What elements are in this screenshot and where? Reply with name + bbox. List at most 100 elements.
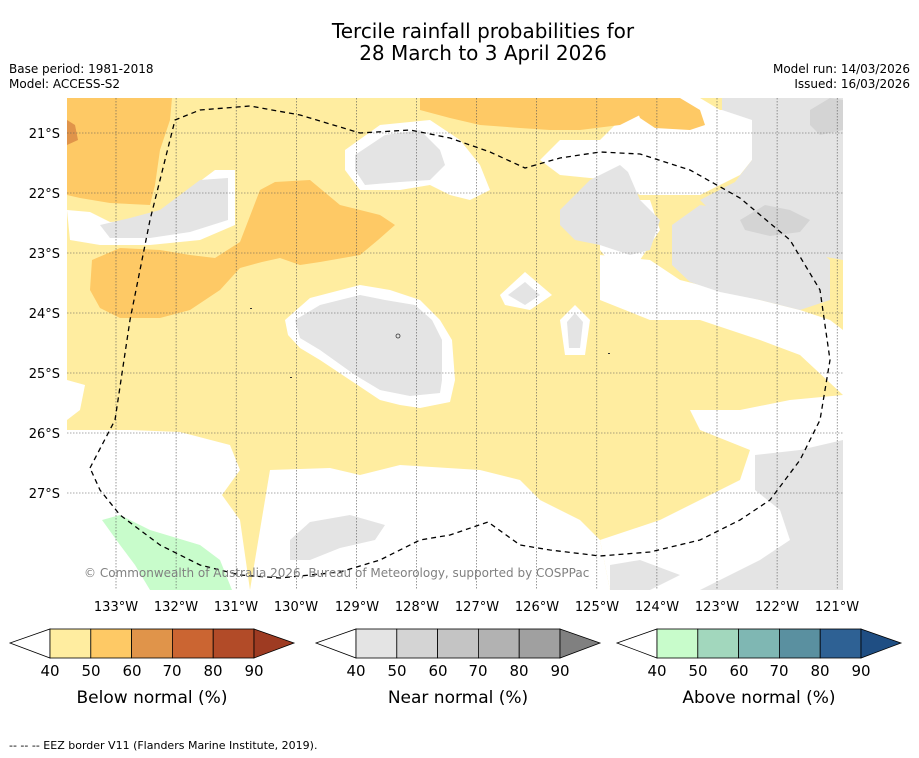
colorbar-tick: 90 xyxy=(550,662,569,680)
colorbar-segment xyxy=(355,628,398,659)
colorbar-tick: 80 xyxy=(810,662,829,680)
lat-label: 26°S xyxy=(29,427,60,442)
lon-label: 132°W xyxy=(154,600,198,615)
near-normal-region-southwest xyxy=(290,515,385,560)
colorbar-segment xyxy=(49,628,92,659)
colorbar-tick: 40 xyxy=(346,662,365,680)
near-normal-region-south xyxy=(610,560,680,590)
lat-label: 24°S xyxy=(29,307,60,322)
colorbar-tick: 40 xyxy=(647,662,666,680)
colorbar-tick: 50 xyxy=(81,662,100,680)
colorbar-title: Below normal (%) xyxy=(77,688,228,708)
neutral-region-southeast xyxy=(600,395,843,590)
above-normal-40-50-region xyxy=(102,515,232,590)
copyright-text: © Commonwealth of Australia 2026, Bureau… xyxy=(84,566,589,580)
colorbar-near-normal: 40 50 60 70 80 90 Near normal (%) xyxy=(314,628,602,708)
near-normal-region-small-1 xyxy=(508,282,540,305)
near-normal-region-central xyxy=(295,295,442,396)
lon-label: 124°W xyxy=(635,600,679,615)
lon-label: 128°W xyxy=(395,600,439,615)
colorbar-extend-left xyxy=(8,628,51,659)
base-period: Base period: 1981-2018 xyxy=(9,62,154,76)
colorbar-segment xyxy=(697,628,739,659)
meta-left: Base period: 1981-2018 Model: ACCESS-S2 xyxy=(9,62,154,92)
below-normal-50-60-region-northwest xyxy=(67,98,172,205)
meta-right: Model run: 14/03/2026 Issued: 16/03/2026 xyxy=(773,62,910,92)
colorbar-tick: 90 xyxy=(851,662,870,680)
near-normal-region-northeast-darker xyxy=(810,98,843,135)
island-marker xyxy=(395,333,401,339)
neutral-region-west xyxy=(67,380,85,420)
gridlines xyxy=(67,98,843,590)
lon-label: 127°W xyxy=(455,600,499,615)
model-run: Model run: 14/03/2026 xyxy=(772,62,910,76)
lat-label: 21°S xyxy=(29,127,60,142)
near-normal-region-north xyxy=(355,130,445,185)
neutral-region-northeast xyxy=(540,98,760,195)
lon-label: 129°W xyxy=(335,600,379,615)
issued-date: Issued: 16/03/2026 xyxy=(794,77,910,91)
title-line-2: 28 March to 3 April 2026 xyxy=(359,41,607,65)
below-normal-50-60-region-west xyxy=(90,180,395,318)
colorbar-extend-right xyxy=(860,628,903,659)
colorbar-tick: 80 xyxy=(203,662,222,680)
lat-label: 22°S xyxy=(29,187,60,202)
title-line-1: Tercile rainfall probabilities for xyxy=(331,19,635,43)
near-normal-region-southeast xyxy=(700,440,843,590)
colorbar-segment xyxy=(437,628,479,659)
lon-label: 125°W xyxy=(575,600,619,615)
neutral-region-east-2 xyxy=(600,255,843,395)
near-normal-region-east-1 xyxy=(560,165,660,255)
colorbar-title: Near normal (%) xyxy=(388,688,528,708)
lon-label: 122°W xyxy=(755,600,799,615)
lon-label: 126°W xyxy=(515,600,559,615)
colorbar-tick: 90 xyxy=(244,662,263,680)
map-plot-area: © Commonwealth of Australia 2026, Bureau… xyxy=(67,98,843,590)
colorbar-tick: 40 xyxy=(40,662,59,680)
colorbar-segment xyxy=(819,628,862,659)
below-normal-50-60-region-north-2 xyxy=(632,98,705,130)
colorbar-segment xyxy=(171,628,214,659)
lon-label: 130°W xyxy=(274,600,318,615)
colorbar-below-normal: 40 50 60 70 80 90 Below normal (%) xyxy=(8,628,296,708)
colorbar-extend-right xyxy=(253,628,296,659)
colorbar-extend-right xyxy=(559,628,602,659)
below-normal-60-70-region xyxy=(67,120,78,145)
colorbar-segment xyxy=(131,628,173,659)
colorbar-tick: 60 xyxy=(428,662,447,680)
lat-label: 27°S xyxy=(29,487,60,502)
colorbar-segment xyxy=(518,628,561,659)
colorbar-segment xyxy=(212,628,255,659)
lon-label: 133°W xyxy=(94,600,138,615)
lon-label: 123°W xyxy=(695,600,739,615)
colorbar-segment xyxy=(477,628,520,659)
island-marker-3 xyxy=(290,377,292,378)
colorbar-title: Above normal (%) xyxy=(682,688,835,708)
colorbar-extend-left xyxy=(615,628,658,659)
colorbar-tick: 70 xyxy=(468,662,487,680)
colorbar-tick: 60 xyxy=(122,662,141,680)
below-normal-50-60-region-north xyxy=(420,98,650,130)
colorbar-tick: 70 xyxy=(769,662,788,680)
colorbar-tick: 50 xyxy=(688,662,707,680)
near-normal-region-small-2 xyxy=(567,313,583,348)
lon-label: 121°W xyxy=(815,600,859,615)
colorbar-segment xyxy=(90,628,133,659)
island-marker-2 xyxy=(250,308,252,309)
model-name: Model: ACCESS-S2 xyxy=(9,77,121,91)
longitude-labels: 133°W 132°W 131°W 130°W 129°W 128°W 127°… xyxy=(94,600,859,615)
latitude-labels: 21°S 22°S 23°S 24°S 25°S 26°S 27°S xyxy=(29,127,60,502)
colorbar-segment xyxy=(656,628,699,659)
eez-border-line xyxy=(89,105,831,579)
island-marker-4 xyxy=(608,353,610,354)
eez-legend-footer: -- -- -- EEZ border V11 (Flanders Marine… xyxy=(9,739,318,752)
colorbar-tick: 80 xyxy=(509,662,528,680)
lat-label: 25°S xyxy=(29,367,60,382)
colorbar-tick: 50 xyxy=(387,662,406,680)
colorbar-extend-left xyxy=(314,628,357,659)
colorbar-tick: 70 xyxy=(162,662,181,680)
colorbar-segment xyxy=(779,628,821,659)
colorbar-tick: 60 xyxy=(729,662,748,680)
lon-label: 131°W xyxy=(214,600,258,615)
